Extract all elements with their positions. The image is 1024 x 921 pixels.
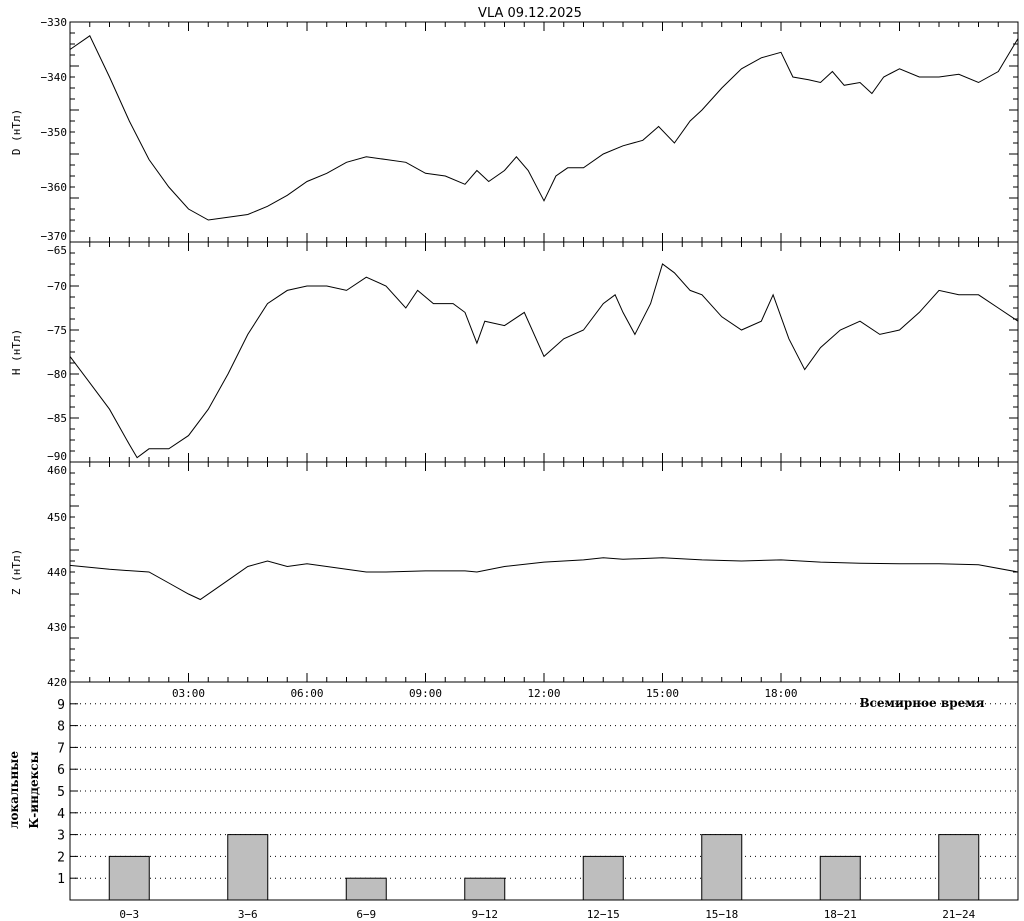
x-tick-label: 0−3 [119,908,139,921]
y-tick-label: 8 [57,720,65,735]
x-tick-label: 18:00 [764,687,797,700]
x-tick-label: 12:00 [527,687,560,700]
y-tick-label: 1 [57,872,65,887]
panel-frame-2 [69,461,1019,683]
x-tick-label: 09:00 [409,687,442,700]
x-tick-label: 12−15 [587,908,620,921]
x-tick-label: 06:00 [290,687,323,700]
k-index-bar [345,877,387,901]
x-tick-label: 6−9 [356,908,376,921]
k-ylabel-2: К-индексы [27,751,41,828]
y-tick-label: −75 [47,324,67,337]
y-tick-label: 430 [47,621,67,634]
panel-frame-0 [69,21,1019,243]
x-tick-label: 18−21 [824,908,857,921]
k-index-bar [582,855,624,901]
x-tick-label: 3−6 [238,908,258,921]
y-tick-label: −80 [47,368,67,381]
y-tick-label: 9 [57,698,65,713]
y-tick-label: 7 [57,741,65,756]
k-index-bar [108,855,150,901]
y-tick-label: −330 [41,16,68,29]
y-tick-label: 440 [47,566,67,579]
y-tick-label: −65 [47,244,67,257]
k-index-bar [938,834,980,901]
series-line-H [69,263,1019,459]
y-axis-label: D (нТл) [10,109,23,155]
k-index-bar [227,834,269,901]
x-tick-label: 03:00 [172,687,205,700]
y-tick-label: 5 [57,785,65,800]
k-index-bar [819,855,861,901]
x-tick-label: 15−18 [705,908,738,921]
y-tick-label: −350 [41,126,68,139]
y-tick-label: 450 [47,511,67,524]
y-tick-label: 6 [57,763,65,778]
x-tick-label: 21−24 [942,908,975,921]
y-axis-label: Z (нТл) [10,549,23,595]
y-tick-label: −360 [41,181,68,194]
x-tick-label: 9−12 [472,908,499,921]
k-index-bar [464,877,506,901]
y-axis-label: H (нТл) [10,329,23,375]
y-tick-label: −70 [47,280,67,293]
panel-frame-1 [69,241,1019,463]
y-tick-label: −90 [47,450,67,463]
series-line-D [69,35,1019,221]
x-axis-label: Всемирное время [859,696,984,710]
y-tick-label: 2 [57,850,65,865]
y-tick-label: −340 [41,71,68,84]
y-tick-label: −85 [47,412,67,425]
y-tick-label: 420 [47,676,67,689]
x-tick-label: 15:00 [646,687,679,700]
y-tick-label: −370 [41,230,68,243]
k-ylabel-1: локальные [7,751,21,829]
y-tick-label: 3 [57,829,65,844]
y-tick-label: 4 [57,807,65,822]
y-tick-label: 460 [47,464,67,477]
chart-title: VLA 09.12.2025 [478,6,582,21]
k-index-bar [701,834,743,901]
series-line-Z [69,557,1019,601]
